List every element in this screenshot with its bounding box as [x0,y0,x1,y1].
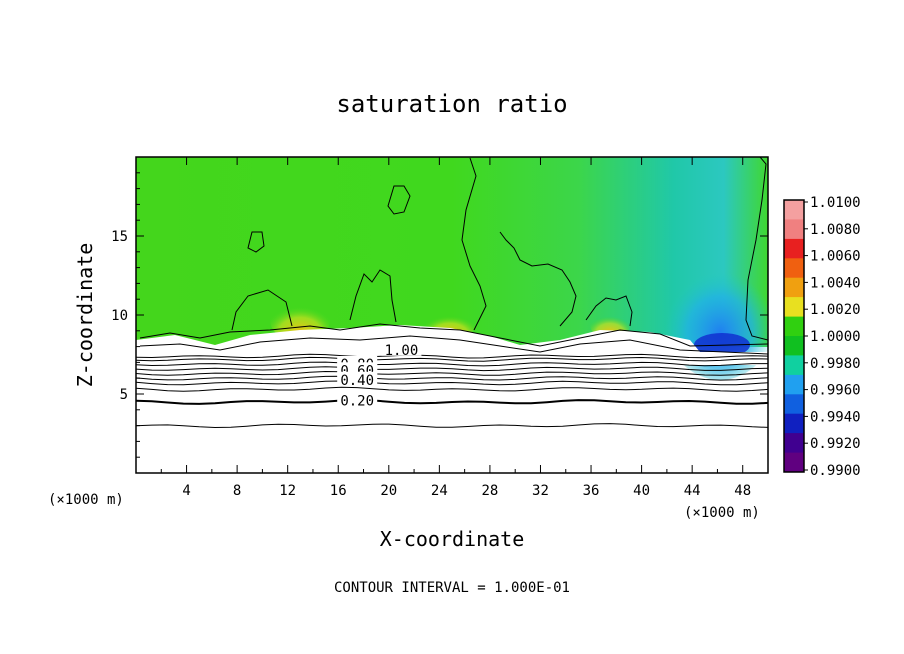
colorbar-swatch [784,433,804,453]
colorbar-swatch [784,355,804,376]
contour-label-bg [381,341,422,356]
colorbar-swatch [784,258,804,279]
contour-plume-5 [247,231,265,253]
level-contour [136,386,768,392]
level-contour [136,356,768,362]
x-unit-left: (×1000 m) [48,492,124,508]
contour-plume-2 [349,269,397,323]
level-contour [136,375,768,381]
x-axis-label: X-coordinate [380,527,525,551]
contour-label: 1.00 [385,343,419,359]
x-tick-label: 48 [734,483,751,499]
x-unit-right: (×1000 m) [684,505,760,521]
x-tick-label: 24 [431,483,448,499]
contour-label: 0.40 [340,373,374,389]
colorbar-label: 1.0040 [810,275,861,291]
colorbar-swatch [784,219,804,240]
x-tick-label: 36 [583,483,600,499]
y-axis: 5 10 15 [111,172,768,458]
x-tick-label: 8 [233,483,241,499]
level-contour [136,366,768,372]
colorbar-label: 1.0100 [810,195,861,211]
y-axis-label: Z-coordinate [73,243,97,388]
colorbar-label: 0.9920 [810,436,861,452]
colorbar: 1.0100 1.0080 1.0060 1.0040 1.0020 1.0000 0.99… [783,195,861,479]
colorbar-label: 1.0020 [810,302,861,318]
plot-area: 1.000.800.600.400.20 [136,157,768,473]
colorbar-swatch [784,297,804,317]
x-tick-label: 16 [330,483,347,499]
colorbar-swatch [784,413,804,434]
colorbar-label: 0.9960 [810,383,861,399]
x-tick-label: 28 [481,483,498,499]
colorbar-label: 1.0000 [810,329,861,345]
chart-title: saturation ratio [336,90,567,118]
level-contour [136,380,768,386]
level-contour [136,353,768,359]
level-contour [136,361,768,367]
level-contour [136,370,768,376]
colorbar-label: 0.9940 [810,409,861,425]
level-contour [136,423,768,429]
y-tick-label: 15 [111,229,128,245]
x-tick-label: 44 [684,483,701,499]
colorbar-swatch [784,374,804,395]
contour-label: 0.20 [340,393,374,409]
contour-cloud-top [139,323,768,347]
contour-plume-4 [461,157,487,331]
contour-plume-7 [585,295,633,327]
level-contours [136,353,768,429]
contour-label-bg [337,392,378,407]
contour-plume-1 [231,289,293,331]
contour-interval-note: CONTOUR INTERVAL = 1.000E-01 [334,580,570,596]
colorbar-swatch [784,277,804,298]
colorbar-swatch [784,200,804,220]
y-tick-label: 10 [111,308,128,324]
x-tick-label: 32 [532,483,549,499]
colorbar-swatch [784,452,804,473]
colorbar-label: 0.9900 [810,463,861,479]
x-tick-label: 20 [380,483,397,499]
colorbar-label: 1.0060 [810,249,861,265]
colorbar-swatch [784,336,804,356]
x-tick-label: 40 [633,483,650,499]
colorbar-swatch [784,394,804,415]
contour-cloud-boundary [139,335,768,355]
contour-plume-8 [745,157,768,341]
colorbar-swatch [784,316,804,337]
colorbar-label: 1.0080 [810,222,861,238]
x-tick-label: 4 [182,483,190,499]
x-tick-label: 12 [279,483,296,499]
colorbar-swatch [784,238,804,259]
x-axis: 4 8 12 16 20 24 28 32 36 40 44 48 [160,157,751,499]
contour-labels: 1.000.800.600.400.20 [337,341,422,409]
contour-plume-6 [499,231,577,327]
level-contour [136,398,768,405]
y-tick-label: 5 [120,387,128,403]
contour-label-bg [337,371,378,386]
colorbar-label: 0.9980 [810,356,861,372]
contour-plume-3 [387,185,411,215]
contour-lines [139,157,768,355]
